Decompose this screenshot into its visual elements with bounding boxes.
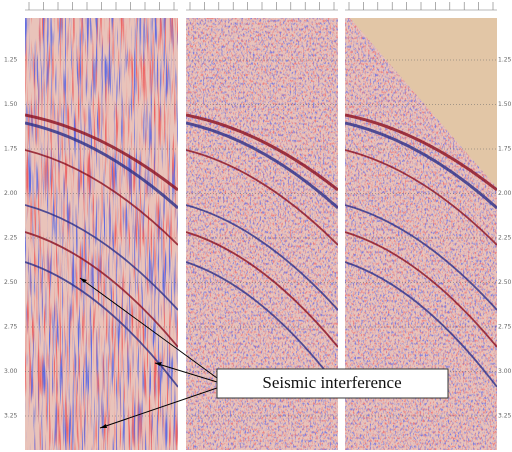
time-label: 2.25	[498, 235, 512, 242]
time-label: 3.25	[4, 413, 18, 420]
time-label: 3.00	[498, 368, 512, 375]
time-label: 1.75	[498, 146, 512, 153]
time-label: 1.50	[4, 101, 18, 108]
time-label: 2.00	[4, 190, 18, 197]
time-label: 2.50	[498, 279, 512, 286]
time-label: 2.25	[4, 235, 18, 242]
time-label: 2.75	[4, 324, 18, 331]
annotation-text: Seismic interference	[262, 373, 401, 392]
time-label: 1.25	[4, 57, 18, 64]
time-label: 3.00	[4, 368, 18, 375]
time-label: 2.75	[498, 324, 512, 331]
time-label: 1.50	[498, 101, 512, 108]
seismic-figure: 1.25 1.25 1.50 1.50 1.75 1.75 2.00 2.00 2.25 2.25…	[0, 0, 512, 452]
blue-noise	[25, 18, 178, 450]
time-label: 2.00	[498, 190, 512, 197]
seismic-panel	[25, 18, 178, 450]
time-label: 1.75	[4, 146, 18, 153]
time-label: 3.25	[498, 413, 512, 420]
time-label: 2.50	[4, 279, 18, 286]
time-label: 1.25	[498, 57, 512, 64]
